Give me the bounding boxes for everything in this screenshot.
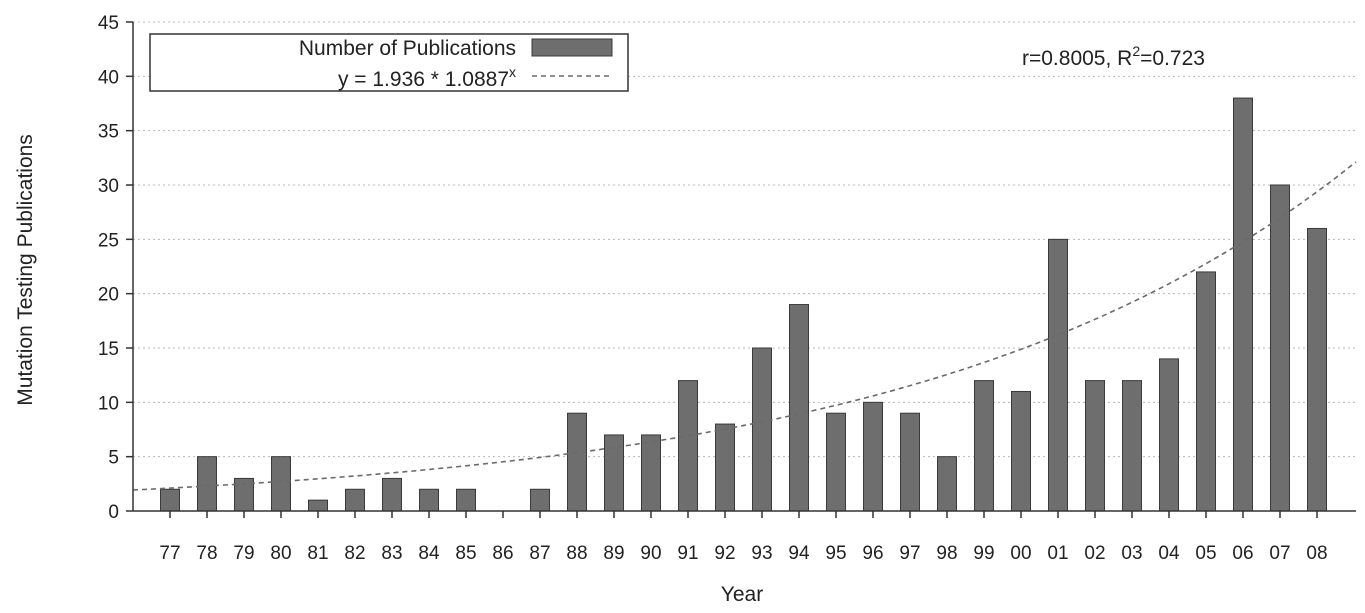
x-tick-label: 77 <box>159 543 180 564</box>
bar <box>678 380 698 512</box>
bar <box>752 347 772 512</box>
bar <box>900 412 920 512</box>
x-tick-label: 03 <box>1121 543 1142 564</box>
legend-trend-base: y = 1.936 * 1.0887 <box>338 68 509 91</box>
legend-label-bars: Number of Publications <box>299 37 516 60</box>
x-axis-title: Year <box>721 583 763 606</box>
correlation-annotation: r=0.8005, R2=0.723 <box>1022 43 1205 70</box>
y-tick-label: 45 <box>98 13 119 34</box>
bar <box>160 488 180 512</box>
legend-trend-exp: x <box>509 64 516 80</box>
x-tick-label: 97 <box>899 543 920 564</box>
bars <box>160 97 1327 512</box>
legend-label-trend: y = 1.936 * 1.0887x <box>338 64 516 91</box>
axes <box>126 21 1356 518</box>
legend-swatch-bars <box>531 38 613 57</box>
bar <box>1011 390 1031 512</box>
y-tick-label: 40 <box>98 67 119 88</box>
y-tick-label: 35 <box>98 122 119 143</box>
y-tick-label: 20 <box>98 285 119 306</box>
x-tick-label: 90 <box>640 543 661 564</box>
x-tick-label: 00 <box>1010 543 1031 564</box>
y-tick-label: 30 <box>98 176 119 197</box>
bar <box>197 456 217 512</box>
x-tick-label: 98 <box>936 543 957 564</box>
trendline-curve <box>132 161 1357 491</box>
x-tick-label: 93 <box>751 543 772 564</box>
x-tick-label: 85 <box>455 543 476 564</box>
x-tick-label: 01 <box>1047 543 1068 564</box>
x-tick-label: 96 <box>862 543 883 564</box>
annotation-suffix: =0.723 <box>1140 47 1205 70</box>
gridlines <box>133 21 1356 458</box>
bar <box>1307 227 1327 512</box>
x-tick-label: 87 <box>529 543 550 564</box>
bar <box>1048 238 1068 512</box>
x-tick-label: 04 <box>1158 543 1180 564</box>
x-tick-label: 88 <box>566 543 587 564</box>
y-tick-label: 10 <box>98 393 119 414</box>
x-tick-label: 99 <box>973 543 994 564</box>
y-tick-labels: 0 5 10 15 20 25 30 35 40 45 <box>98 13 119 523</box>
x-tick-label: 89 <box>603 543 624 564</box>
x-tick-label: 95 <box>825 543 846 564</box>
annotation-prefix: r=0.8005, R <box>1022 47 1132 70</box>
x-tick-label: 86 <box>492 543 513 564</box>
x-tick-label: 78 <box>196 543 217 564</box>
bar <box>974 380 994 512</box>
bar <box>1270 184 1290 512</box>
x-tick-label: 92 <box>714 543 735 564</box>
x-tick-label: 08 <box>1306 543 1327 564</box>
x-tick-label: 84 <box>418 543 440 564</box>
trendline <box>132 161 1357 491</box>
x-tick-labels: 77 78 79 80 81 82 83 84 85 86 87 88 89 90 91 92 93 94 95 96… <box>159 543 1327 564</box>
bar <box>937 456 957 512</box>
y-tick-label: 5 <box>108 448 119 469</box>
y-tick-label: 0 <box>108 502 119 523</box>
x-tick-label: 83 <box>381 543 402 564</box>
bar <box>530 488 550 512</box>
bar <box>308 499 328 512</box>
x-tick-label: 81 <box>307 543 328 564</box>
x-tick-label: 07 <box>1269 543 1290 564</box>
x-tick-label: 02 <box>1084 543 1105 564</box>
y-tick-label: 15 <box>98 339 119 360</box>
bar <box>1085 380 1105 512</box>
x-tick-label: 91 <box>677 543 698 564</box>
bar <box>419 488 439 512</box>
bar <box>271 456 291 512</box>
bar <box>456 488 476 512</box>
bar <box>863 401 883 512</box>
legend: Number of Publications y = 1.936 * 1.088… <box>149 33 629 92</box>
bar <box>641 434 661 512</box>
x-tick-label: 06 <box>1232 543 1253 564</box>
bar <box>345 488 365 512</box>
y-axis-title: Mutation Testing Publications <box>14 134 37 406</box>
annotation-sup: 2 <box>1132 43 1140 59</box>
bar <box>1122 380 1142 512</box>
bar <box>715 423 735 512</box>
x-tick-label: 80 <box>270 543 291 564</box>
y-tick-label: 25 <box>98 230 119 251</box>
bar <box>382 477 402 512</box>
bar <box>826 412 846 512</box>
x-tick-label: 82 <box>344 543 365 564</box>
bar <box>1196 271 1216 512</box>
x-tick-label: 05 <box>1195 543 1216 564</box>
bar <box>1233 97 1253 512</box>
bar <box>567 412 587 512</box>
x-tick-label: 79 <box>233 543 254 564</box>
bar <box>789 304 809 512</box>
x-tick-label: 94 <box>788 543 810 564</box>
bar <box>1159 358 1179 512</box>
